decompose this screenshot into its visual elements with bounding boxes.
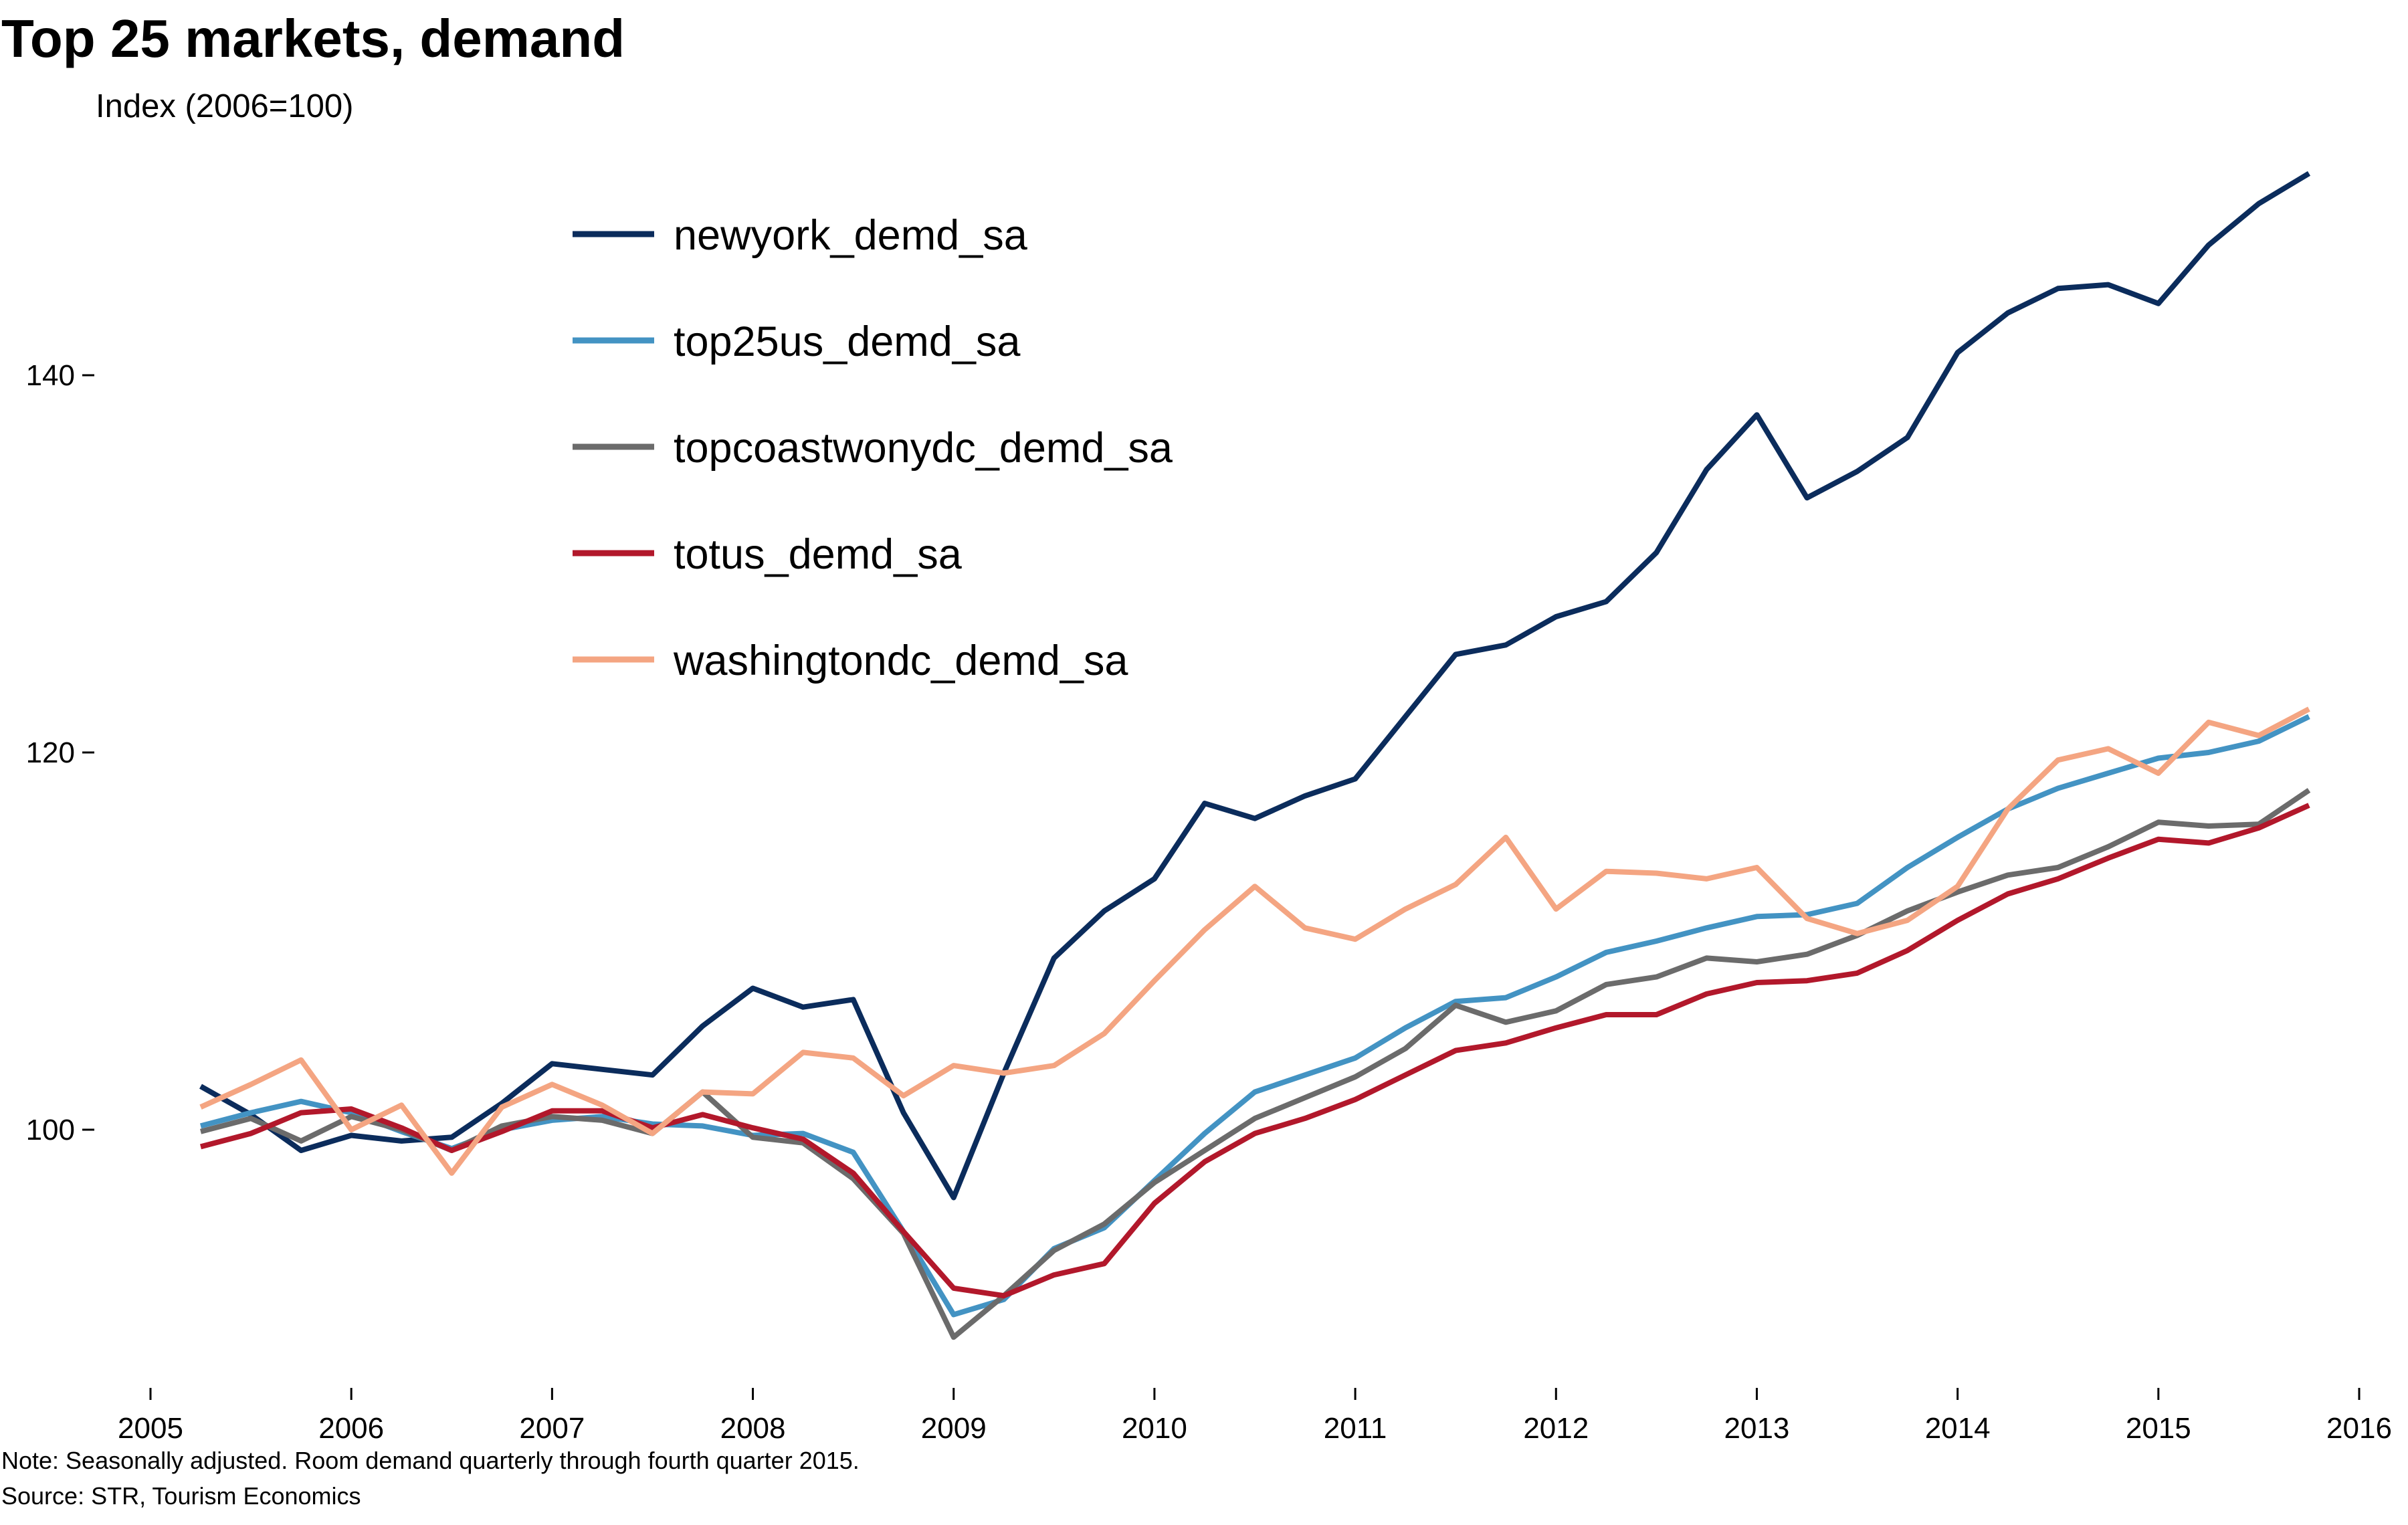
x-tick-label: 2013 [1724,1412,1790,1445]
legend-label-washingtondc: washingtondc_demd_sa [673,637,1128,684]
series-lines [201,173,2309,1337]
y-tick-label: 100 [26,1114,75,1146]
x-tick-label: 2011 [1324,1412,1387,1445]
legend-label-totus: totus_demd_sa [674,531,963,578]
x-tick-label: 2016 [2326,1412,2392,1445]
x-tick-label: 2007 [519,1412,585,1445]
legend-label-topcoastwonydc: topcoastwonydc_demd_sa [674,425,1173,472]
legend[interactable]: newyork_demd_sa top25us_demd_sa topcoast… [573,212,1173,684]
series-line-top25us_demd_sa [201,716,2309,1314]
legend-label-newyork: newyork_demd_sa [674,212,1028,259]
series-line-newyork_demd_sa [201,173,2309,1197]
x-tick-label: 2006 [318,1412,384,1445]
chart-title: Top 25 markets, demand [1,9,625,68]
x-tick-label: 2012 [1523,1412,1589,1445]
y-tick-label: 140 [26,359,75,392]
x-tick-label: 2009 [921,1412,987,1445]
x-tick-label: 2010 [1122,1412,1187,1445]
x-tick-label: 2014 [1925,1412,1991,1445]
series-line-topcoastwonydc_demd_sa [201,790,2309,1337]
chart-subtitle: Index (2006=100) [96,88,354,124]
legend-label-top25us: top25us_demd_sa [674,318,1021,365]
y-axis: 100 120 140 [26,359,94,1146]
y-tick-label: 120 [26,736,75,769]
x-tick-label: 2015 [2126,1412,2191,1445]
series-line-washingtondc_demd_sa [201,709,2309,1173]
x-axis: 2005 2006 2007 2008 2009 2010 2011 2012 2013 2014… [118,1388,2392,1445]
x-tick-label: 2008 [720,1412,786,1445]
x-tick-label: 2005 [118,1412,183,1445]
chart-note: Note: Seasonally adjusted. Room demand q… [1,1447,860,1474]
chart-source: Source: STR, Tourism Economics [1,1482,361,1510]
